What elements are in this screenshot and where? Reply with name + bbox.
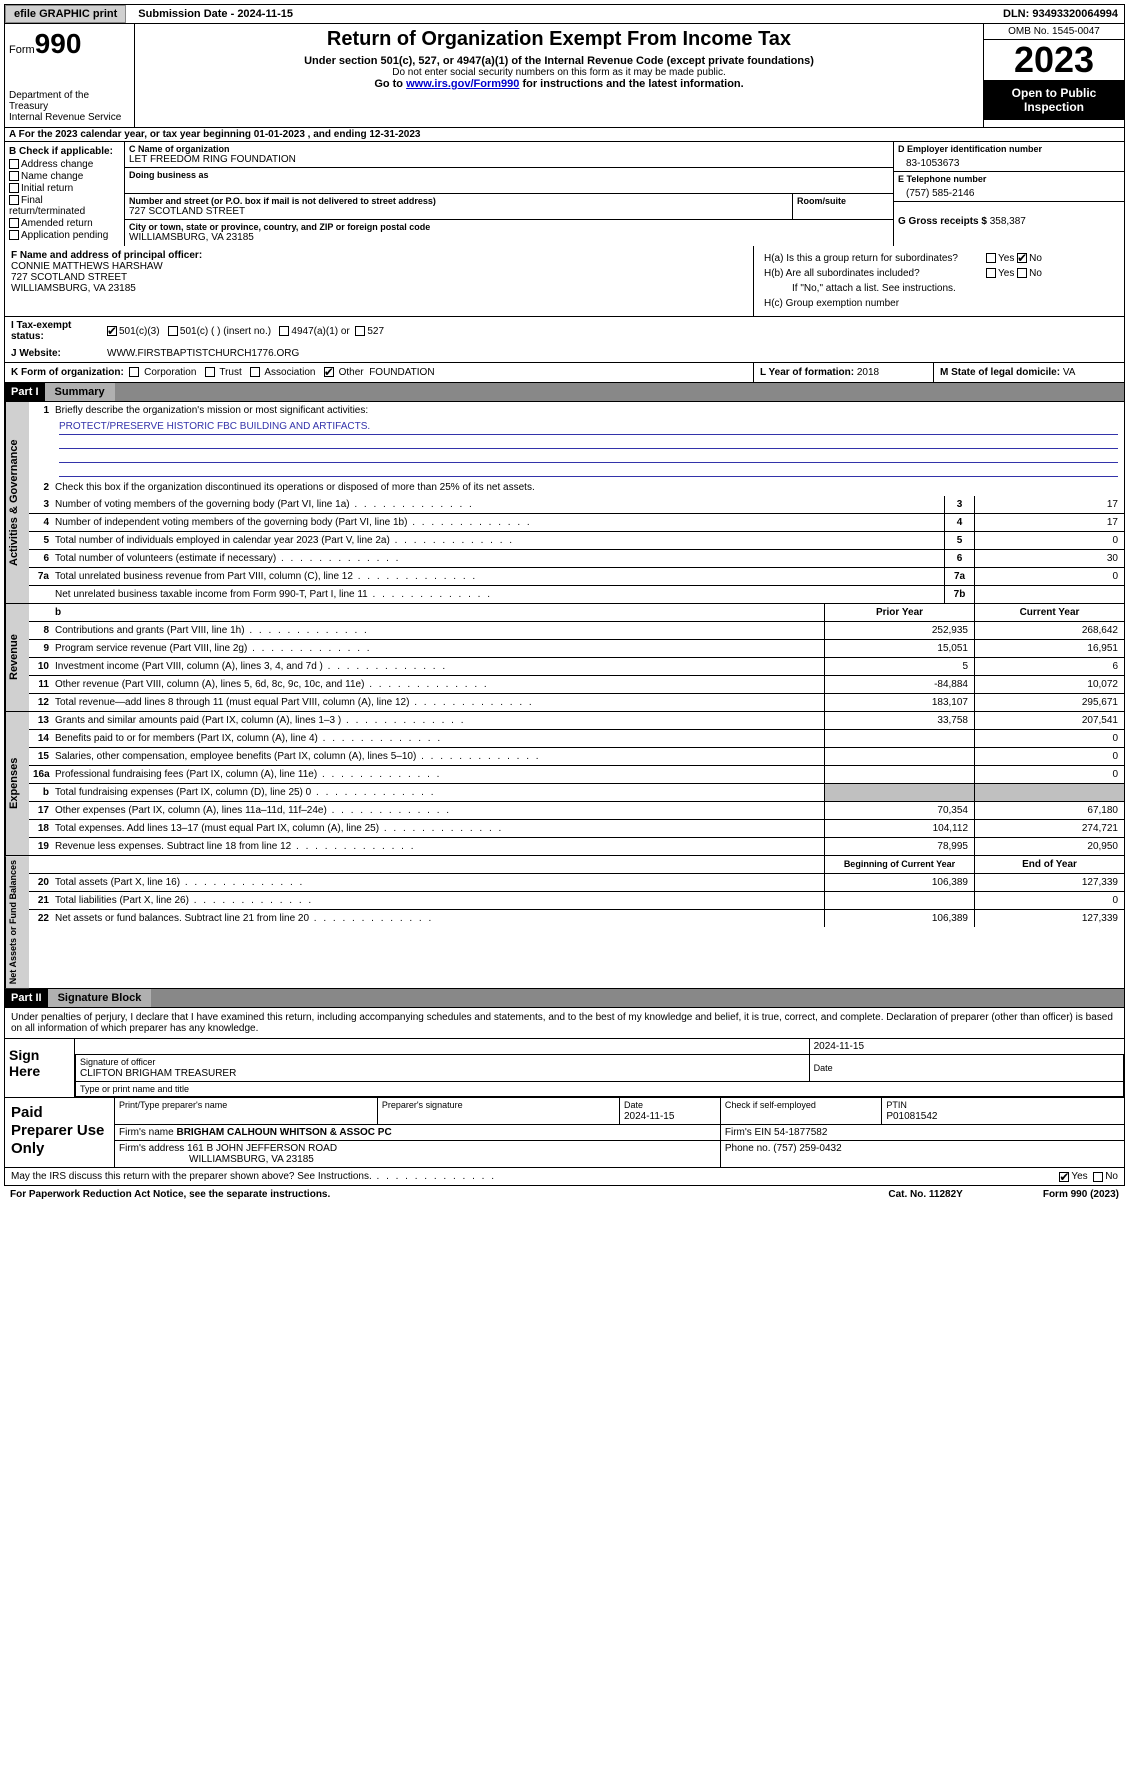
firm-name: BRIGHAM CALHOUN WHITSON & ASSOC PC	[176, 1127, 391, 1138]
box-f: F Name and address of principal officer:…	[5, 246, 754, 316]
efile-print-button[interactable]: efile GRAPHIC print	[5, 5, 126, 23]
box-b: B Check if applicable: Address change Na…	[5, 142, 125, 246]
dept-treasury: Department of the Treasury Internal Reve…	[9, 90, 130, 123]
vtab-net-assets: Net Assets or Fund Balances	[5, 856, 29, 988]
open-public: Open to Public Inspection	[984, 80, 1124, 120]
cb-name-change[interactable]: Name change	[9, 171, 120, 182]
top-bar: efile GRAPHIC print Submission Date - 20…	[4, 4, 1125, 24]
summary-line: 16aProfessional fundraising fees (Part I…	[29, 766, 1124, 784]
cb-501c[interactable]	[168, 326, 178, 336]
cb-address-change[interactable]: Address change	[9, 159, 120, 170]
vtab-revenue: Revenue	[5, 604, 29, 711]
submission-date: Submission Date - 2024-11-15	[130, 6, 301, 22]
cb-initial-return[interactable]: Initial return	[9, 183, 120, 194]
tax-year: 2023	[984, 40, 1124, 80]
officer-name: CONNIE MATTHEWS HARSHAW	[11, 261, 747, 272]
cb-discuss-no[interactable]	[1093, 1172, 1103, 1182]
form-header: Form990 Department of the Treasury Inter…	[4, 24, 1125, 128]
box-h: H(a) Is this a group return for subordin…	[754, 246, 1124, 316]
website: WWW.FIRSTBAPTISTCHURCH1776.ORG	[107, 348, 299, 359]
summary-line: 9Program service revenue (Part VIII, lin…	[29, 640, 1124, 658]
summary-line: bTotal fundraising expenses (Part IX, co…	[29, 784, 1124, 802]
header-sub3: Go to www.irs.gov/Form990 for instructio…	[139, 78, 979, 90]
summary-line: 11Other revenue (Part VIII, column (A), …	[29, 676, 1124, 694]
summary-line: 7aTotal unrelated business revenue from …	[29, 568, 1124, 586]
summary-line: 5Total number of individuals employed in…	[29, 532, 1124, 550]
summary-line: 14Benefits paid to or for members (Part …	[29, 730, 1124, 748]
row-a-tax-year: A For the 2023 calendar year, or tax yea…	[4, 128, 1125, 142]
cb-other[interactable]	[324, 367, 334, 377]
summary-line: 4Number of independent voting members of…	[29, 514, 1124, 532]
summary-line: 18Total expenses. Add lines 13–17 (must …	[29, 820, 1124, 838]
page-footer: For Paperwork Reduction Act Notice, see …	[4, 1186, 1125, 1203]
cb-discuss-yes[interactable]	[1059, 1172, 1069, 1182]
summary-line: 15Salaries, other compensation, employee…	[29, 748, 1124, 766]
summary-line: 12Total revenue—add lines 8 through 11 (…	[29, 694, 1124, 711]
telephone: (757) 585-2146	[898, 184, 1120, 199]
box-d-e-g: D Employer identification number 83-1053…	[894, 142, 1124, 246]
street-address: 727 SCOTLAND STREET	[129, 206, 788, 217]
summary-line: Net unrelated business taxable income fr…	[29, 586, 1124, 603]
cb-4947[interactable]	[279, 326, 289, 336]
cb-final-return[interactable]: Final return/terminated	[9, 195, 120, 217]
summary-line: 22Net assets or fund balances. Subtract …	[29, 910, 1124, 927]
ein: 83-1053673	[898, 154, 1120, 169]
officer-signature: CLIFTON BRIGHAM TREASURER	[80, 1068, 236, 1079]
summary-line: 8Contributions and grants (Part VIII, li…	[29, 622, 1124, 640]
summary-line: 10Investment income (Part VIII, column (…	[29, 658, 1124, 676]
ptin: P01081542	[886, 1111, 937, 1122]
box-c: C Name of organization LET FREEDOM RING …	[125, 142, 894, 246]
perjury-statement: Under penalties of perjury, I declare th…	[4, 1008, 1125, 1038]
city-state-zip: WILLIAMSBURG, VA 23185	[129, 232, 889, 243]
summary-line: 21Total liabilities (Part X, line 26)0	[29, 892, 1124, 910]
firm-phone: (757) 259-0432	[773, 1143, 841, 1154]
box-m: M State of legal domicile: VA	[934, 363, 1124, 382]
sign-here: Sign Here 2024-11-15 Signature of office…	[4, 1038, 1125, 1098]
form-number: Form990	[9, 28, 130, 60]
cb-527[interactable]	[355, 326, 365, 336]
paid-preparer: Paid Preparer Use Only Print/Type prepar…	[4, 1098, 1125, 1168]
summary-line: 20Total assets (Part X, line 16)106,3891…	[29, 874, 1124, 892]
cb-amended[interactable]: Amended return	[9, 218, 120, 229]
cb-501c3[interactable]	[107, 326, 117, 336]
header-sub1: Under section 501(c), 527, or 4947(a)(1)…	[139, 55, 979, 67]
summary-line: 3Number of voting members of the governi…	[29, 496, 1124, 514]
mission-text: PROTECT/PRESERVE HISTORIC FBC BUILDING A…	[59, 421, 1118, 435]
summary-line: 6Total number of volunteers (estimate if…	[29, 550, 1124, 568]
box-l: L Year of formation: 2018	[754, 363, 934, 382]
summary-line: 13Grants and similar amounts paid (Part …	[29, 712, 1124, 730]
cb-corp[interactable]	[129, 367, 139, 377]
form-title: Return of Organization Exempt From Incom…	[139, 28, 979, 51]
vtab-expenses: Expenses	[5, 712, 29, 855]
box-k: K Form of organization: Corporation Trus…	[5, 363, 754, 382]
summary-line: 17Other expenses (Part IX, column (A), l…	[29, 802, 1124, 820]
cb-trust[interactable]	[205, 367, 215, 377]
part-2-header: Part IISignature Block	[4, 989, 1125, 1008]
cb-app-pending[interactable]: Application pending	[9, 230, 120, 241]
vtab-governance: Activities & Governance	[5, 402, 29, 603]
discuss-row: May the IRS discuss this return with the…	[4, 1168, 1125, 1186]
omb-number: OMB No. 1545-0047	[984, 24, 1124, 40]
part-1-header: Part ISummary	[4, 383, 1125, 402]
firm-ein: 54-1877582	[774, 1127, 827, 1138]
header-sub2: Do not enter social security numbers on …	[139, 67, 979, 78]
dln: DLN: 93493320064994	[997, 6, 1124, 22]
irs-link[interactable]: www.irs.gov/Form990	[406, 78, 519, 90]
summary-line: 19Revenue less expenses. Subtract line 1…	[29, 838, 1124, 855]
org-name: LET FREEDOM RING FOUNDATION	[129, 154, 889, 165]
gross-receipts: 358,387	[990, 216, 1026, 227]
cb-assoc[interactable]	[250, 367, 260, 377]
